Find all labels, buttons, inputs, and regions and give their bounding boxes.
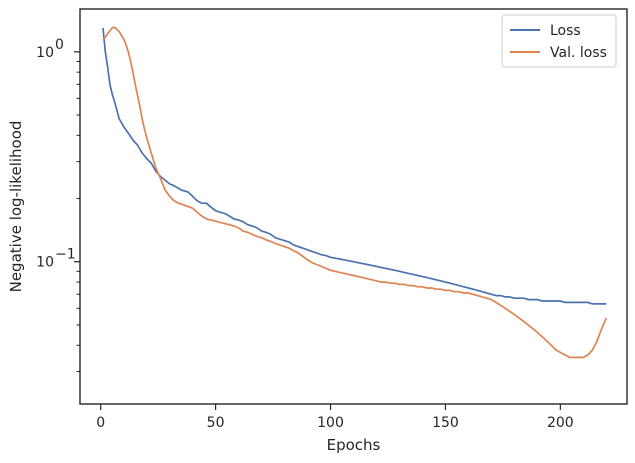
y-tick-label: 10 bbox=[36, 255, 54, 271]
x-axis-label: Epochs bbox=[327, 436, 381, 454]
series-layer bbox=[102, 26, 608, 359]
y-tick-label-exponent: −1 bbox=[55, 247, 76, 263]
plot-frame bbox=[79, 8, 628, 405]
legend-label-loss: Loss bbox=[550, 23, 581, 39]
y-tick-label-exponent: 0 bbox=[55, 37, 64, 53]
legend-label-val-loss: Val. loss bbox=[550, 45, 607, 61]
x-tick-label: 50 bbox=[207, 415, 225, 431]
x-tick-label: 200 bbox=[547, 415, 574, 431]
x-tick-label: 0 bbox=[96, 415, 105, 431]
series-line-val-loss bbox=[102, 26, 608, 359]
legend-box bbox=[501, 14, 617, 68]
x-tick-label: 100 bbox=[317, 415, 344, 431]
series-line-loss bbox=[102, 27, 607, 305]
x-tick-label: 150 bbox=[432, 415, 459, 431]
y-tick-label: 10 bbox=[36, 45, 54, 61]
y-axis-label: Negative log-likelihood bbox=[7, 121, 25, 293]
legend: Loss Val. loss bbox=[501, 14, 617, 68]
